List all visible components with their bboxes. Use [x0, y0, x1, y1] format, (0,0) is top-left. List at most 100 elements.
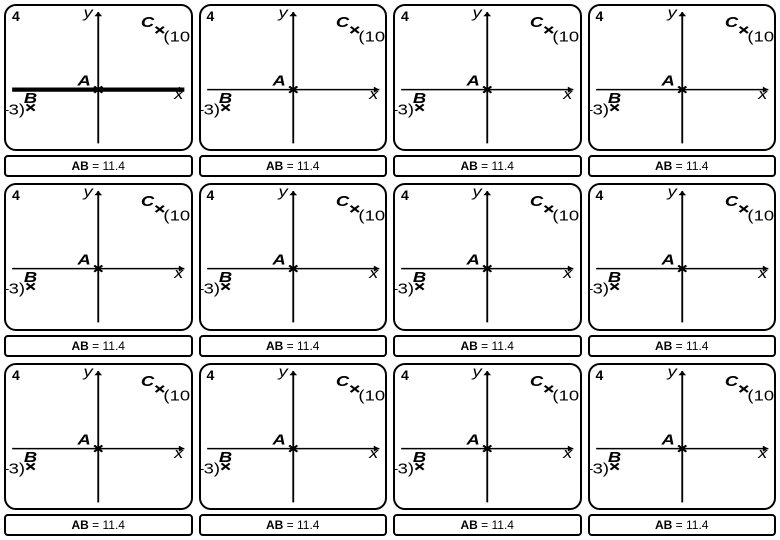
coord-plane: xyAB(–11, –3)C(10, 10) — [590, 185, 775, 328]
panel-cell: 4xyAB(–11, –3)C(10, 10)AB = 11.4 — [588, 183, 777, 356]
y-axis-label: y — [471, 6, 483, 21]
coord-plane: xyAB(–11, –3)C(10, 10) — [590, 6, 775, 149]
answer-caption: AB = 11.4 — [393, 514, 582, 536]
x-axis-label: x — [562, 445, 573, 461]
point-B-coords: (–11, –3) — [590, 460, 609, 476]
point-B-coords: (–11, –3) — [590, 281, 609, 297]
pair-label: AB — [655, 518, 672, 532]
panel-cell: 4xyAB(–11, –3)C(10, 10)AB = 11.4 — [4, 183, 193, 356]
x-axis-label: x — [173, 86, 184, 102]
coord-panel: 4xyAB(–11, –3)C(10, 10) — [199, 363, 388, 510]
answer-value: = 11.4 — [89, 339, 125, 353]
y-axis-label: y — [82, 6, 94, 21]
point-C-label: C — [335, 373, 350, 389]
coord-panel: 4xyAB(–11, –3)C(10, 10) — [393, 4, 582, 151]
point-C-coords: (10, 10) — [358, 208, 385, 224]
point-A-label: A — [271, 252, 285, 268]
x-axis-label: x — [562, 265, 573, 281]
point-B-label: B — [218, 449, 231, 465]
point-C-coords: (10, 10) — [552, 387, 579, 403]
point-B-coords: (–11, –3) — [590, 102, 609, 118]
answer-value: = 11.4 — [478, 159, 514, 173]
point-B-coords: (–11, –3) — [201, 460, 220, 476]
pair-label: AB — [461, 159, 478, 173]
y-axis-label: y — [666, 365, 678, 380]
point-B-coords: (–11, –3) — [201, 281, 220, 297]
answer-caption: AB = 11.4 — [199, 514, 388, 536]
point-C-coords: (10, 10) — [747, 387, 774, 403]
point-B-coords: (–11, –3) — [6, 460, 25, 476]
point-C-label: C — [530, 373, 545, 389]
panel-cell: 4xyAB(–11, –3)C(10, 10)AB = 11.4 — [199, 4, 388, 177]
coord-plane: xyAB(–11, –3)C(10, 10) — [6, 365, 191, 508]
panel-grid: 4xyAB(–11, –3)C(10, 10)AB = 11.44xyAB(–1… — [4, 4, 776, 536]
coord-panel: 4xyAB(–11, –3)C(10, 10) — [588, 183, 777, 330]
coord-plane: xyAB(–11, –3)C(10, 10) — [395, 185, 580, 328]
pair-label: AB — [461, 518, 478, 532]
panel-cell: 4xyAB(–11, –3)C(10, 10)AB = 11.4 — [393, 4, 582, 177]
point-C-label: C — [530, 14, 545, 30]
panel-cell: 4xyAB(–11, –3)C(10, 10)AB = 11.4 — [199, 183, 388, 356]
point-B-coords: (–11, –3) — [6, 281, 25, 297]
point-C-label: C — [335, 193, 350, 209]
point-B-coords: (–11, –3) — [6, 102, 25, 118]
point-B-coords: (–11, –3) — [201, 102, 220, 118]
coord-panel: 4xyAB(–11, –3)C(10, 10) — [393, 363, 582, 510]
answer-value: = 11.4 — [89, 518, 125, 532]
pair-label: AB — [655, 159, 672, 173]
point-B-label: B — [607, 90, 620, 106]
x-axis-label: x — [757, 445, 768, 461]
answer-value: = 11.4 — [672, 159, 708, 173]
coord-plane: xyAB(–11, –3)C(10, 10) — [590, 365, 775, 508]
pair-label: AB — [266, 518, 283, 532]
point-C-coords: (10, 10) — [747, 208, 774, 224]
point-A-label: A — [465, 252, 479, 268]
coord-plane: xyAB(–11, –3)C(10, 10) — [6, 6, 191, 149]
y-axis-label: y — [471, 185, 483, 200]
coord-plane: xyAB(–11, –3)C(10, 10) — [395, 6, 580, 149]
point-C-coords: (10, 10) — [358, 387, 385, 403]
y-axis-label: y — [277, 6, 289, 21]
point-C-label: C — [724, 373, 739, 389]
y-axis-label: y — [666, 6, 678, 21]
point-B-label: B — [24, 270, 37, 286]
point-B-label: B — [413, 90, 426, 106]
point-B-coords: (–11, –3) — [395, 460, 414, 476]
y-axis-label: y — [471, 365, 483, 380]
coord-plane: xyAB(–11, –3)C(10, 10) — [201, 6, 386, 149]
point-B-label: B — [218, 90, 231, 106]
point-A-label: A — [660, 252, 674, 268]
panel-cell: 4xyAB(–11, –3)C(10, 10)AB = 11.4 — [393, 183, 582, 356]
point-C-coords: (10, 10) — [552, 28, 579, 44]
point-B-label: B — [413, 449, 426, 465]
point-A-label: A — [76, 252, 90, 268]
answer-caption: AB = 11.4 — [4, 514, 193, 536]
y-axis-label: y — [277, 365, 289, 380]
point-A-label: A — [271, 431, 285, 447]
coord-plane: xyAB(–11, –3)C(10, 10) — [6, 185, 191, 328]
x-axis-label: x — [368, 265, 379, 281]
y-axis-label: y — [82, 185, 94, 200]
point-A-label: A — [660, 431, 674, 447]
answer-value: = 11.4 — [89, 159, 125, 173]
point-B-label: B — [24, 449, 37, 465]
y-axis-label: y — [82, 365, 94, 380]
answer-caption: AB = 11.4 — [393, 155, 582, 177]
point-B-label: B — [24, 90, 37, 106]
point-A-label: A — [465, 431, 479, 447]
x-axis-label: x — [173, 265, 184, 281]
x-axis-label: x — [173, 445, 184, 461]
x-axis-label: x — [562, 86, 573, 102]
answer-value: = 11.4 — [283, 518, 319, 532]
coord-panel: 4xyAB(–11, –3)C(10, 10) — [4, 183, 193, 330]
answer-value: = 11.4 — [283, 159, 319, 173]
x-axis-label: x — [757, 265, 768, 281]
point-C-label: C — [724, 193, 739, 209]
point-A-label: A — [660, 72, 674, 88]
pair-label: AB — [72, 159, 89, 173]
coord-panel: 4xyAB(–11, –3)C(10, 10) — [199, 183, 388, 330]
pair-label: AB — [72, 339, 89, 353]
coord-panel: 4xyAB(–11, –3)C(10, 10) — [4, 363, 193, 510]
y-axis-label: y — [666, 185, 678, 200]
point-C-coords: (10, 10) — [747, 28, 774, 44]
